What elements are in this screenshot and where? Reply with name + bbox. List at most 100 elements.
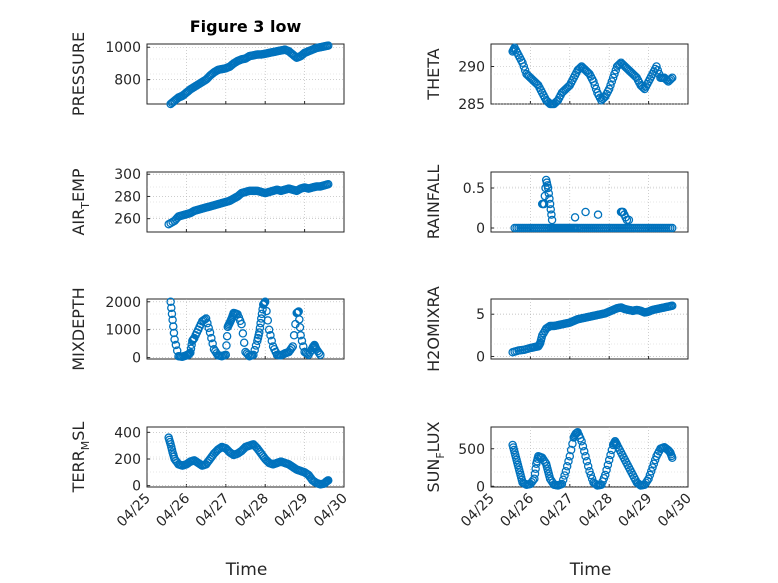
data-point-interp: [167, 303, 176, 313]
data-point-interp: [587, 474, 597, 483]
data-point-interp: [262, 306, 271, 316]
data-point-interp: [266, 331, 275, 340]
data-point-interp: [606, 450, 615, 460]
data-point-interp: [295, 323, 305, 332]
y-axis-label: PRESSURE: [69, 32, 88, 116]
data-point-interp: [222, 341, 231, 350]
data-point: [323, 476, 333, 485]
data-point-interp: [222, 331, 232, 341]
subplot-5: 0 1000 2000 MIXDEPTH: [69, 287, 345, 371]
data-point: [288, 342, 298, 351]
y-tick-label: 0: [132, 351, 141, 367]
y-tick-label: 0.5: [463, 181, 485, 197]
x-tick-label: 04/28: [576, 491, 616, 531]
x-tick-label: 04/29: [272, 491, 312, 531]
data-point: [644, 474, 653, 483]
data-point-interp: [666, 74, 676, 84]
chart-title: Figure 3 low: [190, 17, 302, 36]
x-axis-label: Time: [225, 560, 268, 580]
data-point-interp: [562, 461, 572, 471]
series-1: [166, 297, 325, 362]
data-point: [294, 307, 303, 316]
data-point-interp: [208, 339, 217, 348]
data-point-interp: [649, 459, 659, 468]
data-point-interp: [564, 456, 573, 466]
data-point: [547, 215, 557, 225]
y-tick-label: 0: [476, 349, 485, 365]
data-point: [604, 455, 614, 465]
subplot-6: 0 5 H2OMIXRA: [424, 286, 689, 372]
data-point: [648, 463, 657, 472]
series-1: [164, 433, 333, 489]
x-tick-label: 04/25: [114, 491, 154, 531]
data-point-interp: [607, 77, 617, 86]
data-point-interp: [582, 456, 592, 466]
data-point-interp: [606, 81, 615, 90]
series-1: [508, 427, 677, 490]
data-point-interp: [581, 207, 590, 217]
data-point-interp: [186, 344, 196, 353]
x-tick-label: 04/27: [537, 491, 577, 531]
data-point: [543, 183, 553, 193]
data-point-interp: [665, 76, 674, 85]
y-tick-label: 1000: [105, 323, 141, 339]
data-point: [652, 62, 661, 71]
y-tick-label: 300: [114, 167, 141, 183]
subplot-1: 800 1000 PRESSURE Figure 3 low: [69, 17, 345, 116]
x-tick-label: 04/27: [193, 491, 233, 531]
data-point-interp: [520, 66, 530, 75]
data-point-interp: [558, 475, 568, 484]
x-tick-label: 04/26: [497, 490, 537, 530]
data-point-interp: [583, 461, 593, 471]
data-point: [316, 350, 325, 360]
data-point: [249, 350, 258, 360]
data-point-interp: [576, 63, 585, 73]
data-point: [667, 301, 677, 311]
data-point: [201, 314, 211, 323]
data-point: [539, 199, 549, 209]
data-point-interp: [653, 66, 663, 75]
data-point-interp: [255, 323, 265, 333]
y-tick-label: 1000: [105, 40, 141, 56]
data-point: [561, 466, 571, 476]
data-point-interp: [566, 445, 576, 455]
y-axis-label: MIXDEPTH: [69, 287, 88, 370]
data-point-interp: [578, 441, 588, 451]
x-tick-label: 04/30: [311, 491, 351, 531]
data-point-interp: [615, 59, 624, 69]
series-1: [508, 301, 677, 357]
data-point: [221, 350, 231, 360]
data-point: [565, 451, 575, 461]
y-tick-label: 2000: [105, 295, 141, 311]
x-axis-label: Time: [569, 560, 612, 580]
data-point-interp: [570, 213, 580, 222]
series-1: [164, 179, 333, 229]
data-point-interp: [519, 62, 529, 71]
data-point-interp: [287, 344, 296, 353]
data-point-interp: [203, 318, 212, 328]
data-point-interp: [590, 81, 600, 90]
data-point: [170, 335, 179, 344]
data-point-interp: [238, 329, 248, 338]
data-point: [237, 319, 246, 329]
y-axis-label: AIRTEMP: [69, 168, 92, 235]
data-point-interp: [314, 348, 324, 358]
data-point-interp: [586, 470, 596, 480]
data-point-interp: [204, 323, 213, 333]
axes-frame: [146, 171, 345, 233]
data-point-interp: [610, 69, 619, 79]
data-point-interp: [645, 470, 655, 480]
y-tick-label: 5: [476, 307, 485, 323]
data-point: [166, 297, 175, 307]
y-tick-label: 0: [476, 221, 485, 237]
data-point: [589, 77, 598, 86]
data-point-interp: [603, 460, 613, 470]
x-tick-label: 04/28: [232, 491, 272, 531]
data-point: [585, 466, 594, 476]
data-point-interp: [251, 341, 261, 350]
data-point: [205, 328, 215, 337]
data-point-interp: [540, 457, 550, 466]
data-point-interp: [545, 194, 554, 203]
data-point-interp: [611, 66, 621, 75]
y-axis-label: THETA: [424, 48, 443, 100]
